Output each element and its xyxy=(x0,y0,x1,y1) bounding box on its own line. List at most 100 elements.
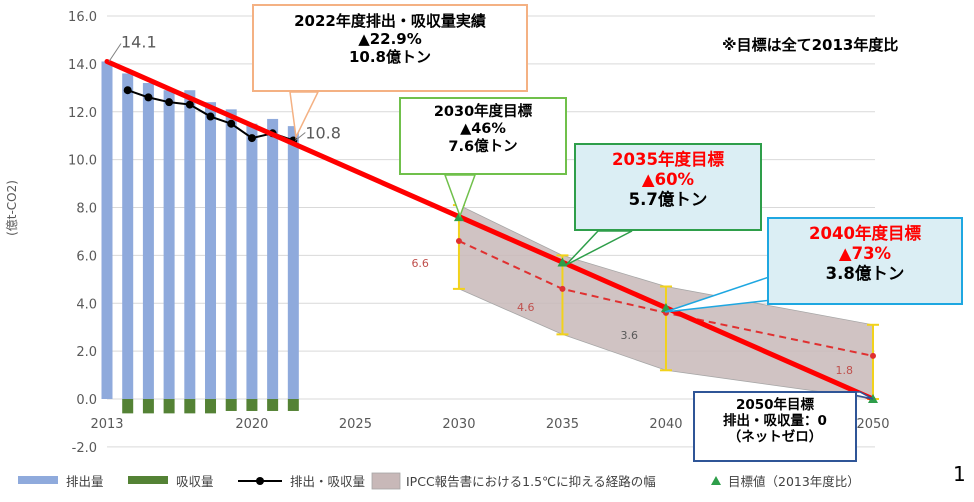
net-line-point xyxy=(206,112,215,121)
callout-target-2050: 2050年目標 排出・吸収量：0 （ネットゼロ） xyxy=(693,391,857,462)
data-label: 4.6 xyxy=(517,301,535,314)
callout-line: 10.8億トン xyxy=(348,48,431,66)
legend-swatch xyxy=(18,476,58,484)
axes: 16.0 14.0 12.0 10.0 8.0 6.0 4.0 2.0 0.0 -2.0 (億t-C… xyxy=(5,10,890,456)
emission-bar xyxy=(246,123,258,399)
net-line-point xyxy=(227,119,236,128)
net-line-point xyxy=(165,98,174,107)
absorption-bar xyxy=(163,399,175,414)
callout-line: （ネットゼロ） xyxy=(727,429,823,446)
callout-line: ▲73% xyxy=(838,243,892,263)
legend-label: IPCC報告書における1.5℃に抑える経路の幅 xyxy=(406,474,656,489)
emission-bar xyxy=(205,102,217,400)
target-marker xyxy=(660,303,671,313)
ipcc-median-point xyxy=(455,238,462,245)
callout-pointer xyxy=(289,91,320,140)
callout-actual-2022: 2022年度排出・吸収量実績 ▲22.9% 10.8億トン xyxy=(252,4,528,92)
legend-label: 目標値（2013年度比） xyxy=(728,474,860,489)
emission-bar xyxy=(142,83,154,400)
callout-pointer xyxy=(443,174,477,219)
net-line-point xyxy=(123,86,132,95)
callout-line: ▲60% xyxy=(641,169,695,189)
legend-swatch xyxy=(128,476,168,484)
ipcc-median-point xyxy=(870,352,876,359)
x-tick-label: 2050 xyxy=(856,417,889,432)
legend-swatch-point xyxy=(256,477,264,485)
bar-series xyxy=(101,61,299,414)
ipcc-median-curve xyxy=(458,240,874,357)
net-line-point xyxy=(247,134,256,143)
legend-swatch xyxy=(371,472,401,490)
absorption-bar xyxy=(142,399,154,414)
y-axis-label: (億t-CO2) xyxy=(5,180,19,236)
y-tick-label: 10.0 xyxy=(68,154,97,169)
data-label: 10.8 xyxy=(305,123,341,142)
emission-bar xyxy=(101,61,113,399)
data-label: 1.8 xyxy=(836,364,854,377)
callout-line: 3.8億トン xyxy=(825,263,905,283)
callout-line: 2022年度排出・吸収量実績 xyxy=(294,12,486,30)
label-leader xyxy=(108,43,122,62)
callout-pointers xyxy=(289,91,874,400)
emission-bar xyxy=(122,73,134,399)
callout-line: ▲22.9% xyxy=(358,30,422,48)
y-tick-label: 2.0 xyxy=(76,345,97,360)
net-line-point xyxy=(144,93,153,102)
x-tick-label: 2035 xyxy=(546,417,579,432)
y-tick-label: -2.0 xyxy=(72,441,97,456)
legend-label: 排出量 xyxy=(66,474,104,489)
x-tick-label: 2040 xyxy=(649,417,682,432)
target-marker xyxy=(453,212,464,222)
legend-label: 吸収量 xyxy=(176,474,214,489)
label-leader xyxy=(295,132,306,141)
legend-swatch xyxy=(711,476,721,485)
y-tick-label: 4.0 xyxy=(76,297,97,312)
data-label: 3.6 xyxy=(620,329,638,342)
x-tick-label: 2013 xyxy=(90,417,123,432)
y-tick-label: 14.0 xyxy=(68,58,97,73)
absorption-bar xyxy=(205,399,217,414)
data-label: 6.6 xyxy=(411,257,429,270)
callout-line: 5.7億トン xyxy=(628,189,708,209)
absorption-bar xyxy=(267,399,279,411)
y-tick-label: 8.0 xyxy=(76,202,97,217)
net-emissions-line xyxy=(123,86,298,145)
page-number: 1 xyxy=(953,462,966,486)
y-tick-label: 0.0 xyxy=(76,393,97,408)
callout-target-2040: 2040年度目標 ▲73% 3.8億トン xyxy=(767,217,963,305)
net-line-point xyxy=(185,100,194,109)
emission-bar xyxy=(163,90,175,400)
x-tick-label: 2025 xyxy=(339,417,372,432)
target-marker xyxy=(557,257,568,267)
legend: 排出量 吸収量 排出・吸収量 IPCC報告書における1.5℃に抑える経路の幅 目標値（2… xyxy=(18,472,860,490)
y-tick-label: 6.0 xyxy=(76,249,97,264)
target-trend-line xyxy=(104,58,876,402)
legend-label: 排出・吸収量 xyxy=(290,474,365,489)
callout-line: 2050年目標 xyxy=(735,397,815,413)
emission-bar xyxy=(225,109,237,399)
callout-line: 2035年度目標 xyxy=(612,150,724,169)
emission-bar xyxy=(267,118,279,400)
callout-target-2030: 2030年度目標 ▲46% 7.6億トン xyxy=(399,97,567,175)
absorption-bar xyxy=(122,399,134,414)
y-tick-label: 12.0 xyxy=(68,106,97,121)
absorption-bar xyxy=(287,399,299,411)
emission-bar xyxy=(184,90,196,400)
absorption-bar xyxy=(246,399,258,411)
callout-target-2035: 2035年度目標 ▲60% 5.7億トン xyxy=(574,143,762,231)
data-label: 14.1 xyxy=(121,32,157,51)
emission-bar xyxy=(287,126,299,400)
absorption-bar xyxy=(225,399,237,411)
callout-line: 2040年度目標 xyxy=(809,224,921,243)
ipcc-median-line xyxy=(455,238,876,359)
callout-line: 排出・吸収量：0 xyxy=(723,413,827,430)
x-tick-label: 2020 xyxy=(235,417,268,432)
x-tick-label: 2030 xyxy=(442,417,475,432)
callout-line: 2030年度目標 xyxy=(433,104,533,120)
data-labels: 14.1 10.8 6.6 4.6 3.6 1.8 xyxy=(108,32,854,377)
trend-line xyxy=(104,58,876,402)
callout-pointer xyxy=(565,230,633,266)
callout-line: ▲46% xyxy=(460,121,506,138)
